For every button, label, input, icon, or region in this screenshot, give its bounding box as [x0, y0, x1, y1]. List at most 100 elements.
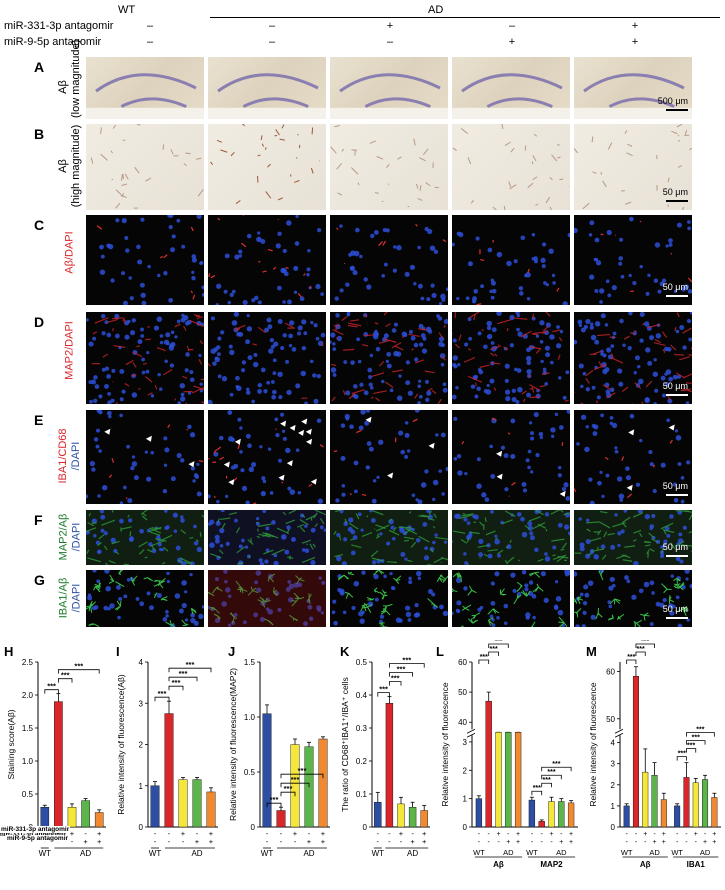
- y-tick-label: 4: [611, 739, 616, 748]
- significance-label: ***: [186, 660, 195, 669]
- y-tick-label: 3: [611, 760, 616, 769]
- significance-bracket: [58, 669, 100, 674]
- micrograph-texture: [452, 570, 570, 627]
- bar-chart: L Relative intensity of fluorescence 0 1 2 3 4…: [436, 640, 578, 869]
- scale-bar: [666, 494, 688, 496]
- bar-chart: K The ratio of CD68⁺IBA1⁺/IBA⁺ cells 0 0.1 0…: [340, 644, 430, 858]
- micrograph-panel: [86, 510, 204, 565]
- significance-label: ***: [402, 656, 411, 665]
- y-tick-label: 2.5: [22, 658, 34, 667]
- scale-bar-label: 50 μm: [662, 282, 688, 292]
- treatment-sign: -: [280, 829, 283, 838]
- micrograph-texture: [86, 510, 204, 565]
- treatment-sign: -: [507, 831, 510, 838]
- treatment-sign: +: [516, 839, 520, 846]
- group-label-wt: WT: [149, 849, 162, 858]
- micrograph-panel: [574, 215, 692, 305]
- micrograph-texture: [452, 73, 570, 119]
- y-tick-label: 50: [606, 715, 615, 724]
- bar: [514, 732, 522, 828]
- treatment-sign: -: [182, 837, 185, 846]
- scale-bar: [666, 394, 688, 396]
- significance-label: ***: [678, 751, 686, 758]
- group-name: MAP2: [540, 860, 563, 869]
- group-label-ad: AD: [503, 848, 514, 857]
- group-name: Aβ: [640, 860, 651, 869]
- treatment-sign: -: [266, 837, 269, 846]
- significance-bracket: [626, 659, 637, 664]
- header-wt-label: WT: [118, 4, 136, 16]
- bar: [660, 799, 667, 828]
- bar: [178, 779, 188, 828]
- treatment-sign: +: [712, 839, 716, 846]
- treatment-sign: +: [516, 831, 520, 838]
- treatment-sign: -: [168, 829, 171, 838]
- y-tick-label: 1.5: [244, 658, 256, 667]
- treatment-sign: -: [388, 829, 391, 838]
- micrograph-texture: [452, 510, 570, 565]
- significance-bracket: [541, 766, 572, 772]
- significance-bracket: [635, 643, 655, 648]
- y-tick-label: 0.3: [356, 724, 368, 733]
- row-label: MAP2/DAPI: [64, 305, 77, 397]
- micrograph-texture: [453, 410, 570, 502]
- treatment-sign: +: [209, 837, 214, 846]
- micrograph-texture: [574, 413, 691, 504]
- micrograph-texture: [208, 410, 324, 504]
- treatment-sign: -: [488, 839, 491, 846]
- treatment-sign: -: [478, 831, 481, 838]
- treatment-sign: -: [676, 831, 679, 838]
- significance-label: ***: [270, 795, 279, 804]
- micrograph-panel: [452, 124, 570, 210]
- row-label-main: MAP2/Aβ: [57, 513, 69, 560]
- micrograph-texture: [86, 570, 204, 627]
- treatment-sign: -: [695, 839, 698, 846]
- y-axis-label: Relative intensity of fluorescence: [588, 682, 598, 807]
- y-tick-label: 0: [611, 823, 616, 832]
- group-label-wt: WT: [39, 849, 52, 858]
- row-label-sub: /DAPI: [70, 441, 82, 471]
- treatment-sign: -: [644, 839, 647, 846]
- row-label: Aβ (low magnitude): [57, 40, 83, 118]
- significance-bracket: [168, 667, 212, 673]
- scale-bar: [666, 555, 688, 557]
- row-label-main: Aβ/DAPI: [63, 231, 76, 274]
- significance-label: ***: [687, 743, 695, 750]
- group-label-ad: AD: [80, 849, 91, 858]
- group-label-wt: WT: [671, 848, 683, 857]
- header-row1-label: miR-331-3p antagomir: [4, 20, 114, 32]
- significance-label: ***: [284, 784, 293, 793]
- significance-bracket: [488, 643, 509, 648]
- header-sign: –: [508, 20, 516, 32]
- bar: [683, 777, 690, 828]
- significance-label: ***: [490, 646, 498, 653]
- significance-bracket: [377, 692, 390, 697]
- micrograph-texture: [574, 73, 692, 119]
- y-tick-label: 0.5: [356, 658, 368, 667]
- significance-label: ***: [397, 665, 406, 674]
- significance-label: ***: [696, 727, 704, 734]
- micrograph-texture: [330, 73, 448, 119]
- group-label-ad: AD: [556, 848, 567, 857]
- row-letter: G: [34, 572, 45, 588]
- treatment-sign: -: [685, 839, 688, 846]
- bar: [385, 703, 394, 828]
- row-label-main: IBA1/CD68: [57, 428, 69, 484]
- header-sign: –: [268, 20, 276, 32]
- micrograph-texture: [574, 312, 692, 404]
- micrograph-texture: [333, 410, 448, 504]
- treatment-sign: -: [541, 831, 544, 838]
- y-tick-label: 0.5: [244, 768, 256, 777]
- y-tick-label: 2: [611, 781, 616, 790]
- row-label-sub: (low magnitude): [70, 39, 82, 118]
- header-sign: –: [146, 20, 154, 32]
- bar: [420, 810, 428, 828]
- micrograph-panel: [452, 312, 570, 404]
- treatment-sign: -: [560, 831, 563, 838]
- scale-bar-label: 50 μm: [662, 542, 688, 552]
- y-tick-label: 3: [463, 738, 468, 747]
- bar: [262, 713, 272, 828]
- treatment-sign: +: [569, 831, 573, 838]
- y-tick-label: 1.0: [244, 713, 256, 722]
- significance-bracket: [541, 774, 562, 780]
